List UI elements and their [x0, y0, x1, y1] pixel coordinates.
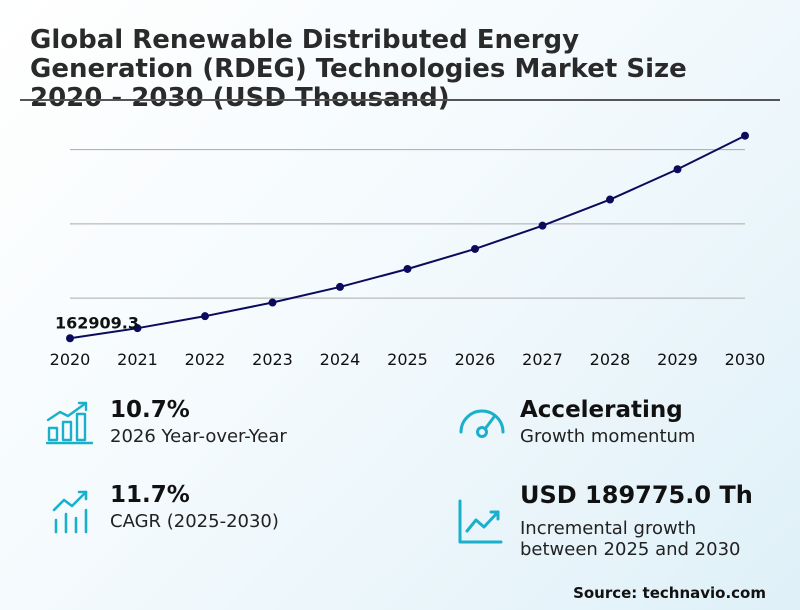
- kpi-incremental-desc: Incremental growth between 2025 and 2030: [520, 518, 741, 560]
- kpi-momentum: Accelerating Growth momentum: [520, 397, 695, 447]
- x-tick-label-2026: 2026: [455, 350, 496, 369]
- x-tick-label-2029: 2029: [657, 350, 698, 369]
- x-tick-label-2022: 2022: [185, 350, 226, 369]
- x-tick-label-2024: 2024: [320, 350, 361, 369]
- line-chart: 2020 2021 2022 2023 2024 2025 2026 2027 2028 2029…: [50, 131, 766, 369]
- data-point-2021: [133, 324, 142, 333]
- kpi-cagr-value: 11.7%: [110, 482, 190, 508]
- kpi-cagr: 11.7% CAGR (2025-2030): [110, 482, 279, 532]
- kpi-yoy-value: 10.7%: [110, 397, 190, 423]
- data-point-2022: [201, 312, 209, 321]
- x-tick-label-2027: 2027: [522, 350, 563, 369]
- start-value-label: 162909.3: [55, 313, 139, 332]
- kpi-cagr-desc: CAGR (2025-2030): [110, 511, 279, 532]
- x-tick-label-2028: 2028: [590, 350, 631, 369]
- line-chart-icon: [458, 499, 503, 544]
- kpi-yoy-desc: 2026 Year-over-Year: [110, 426, 287, 447]
- chart-title: Global Renewable Distributed Energy Gene…: [30, 25, 687, 113]
- bar-growth-icon: [46, 401, 94, 445]
- data-point-2026: [471, 244, 479, 253]
- x-tick-label-2025: 2025: [387, 350, 428, 369]
- data-point-2024: [336, 282, 344, 291]
- kpi-yoy: 10.7% 2026 Year-over-Year: [110, 397, 287, 447]
- trend-bars-icon: [52, 490, 88, 534]
- data-point-2023: [268, 298, 277, 307]
- data-point-2027: [538, 221, 547, 230]
- source-credit: Source: technavio.com: [573, 584, 766, 602]
- x-tick-label-2023: 2023: [252, 350, 293, 369]
- data-point-2025: [403, 264, 412, 273]
- x-tick-label-2020: 2020: [50, 350, 91, 369]
- kpi-momentum-value: Accelerating: [520, 397, 683, 423]
- data-point-2029: [673, 165, 682, 174]
- x-tick-label-2021: 2021: [117, 350, 158, 369]
- kpi-incremental: USD 189775.0 Th Incremental growth betwe…: [520, 481, 753, 560]
- data-point-2020: [66, 334, 74, 343]
- series-line: [69, 134, 746, 340]
- data-point-2028: [606, 195, 614, 204]
- kpi-incremental-value: USD 189775.0 Th: [520, 481, 753, 509]
- data-point-2030: [741, 131, 749, 140]
- kpi-momentum-desc: Growth momentum: [520, 426, 696, 447]
- title-divider: [20, 99, 780, 101]
- x-tick-label-2030: 2030: [725, 350, 766, 369]
- speedometer-icon: [459, 409, 505, 438]
